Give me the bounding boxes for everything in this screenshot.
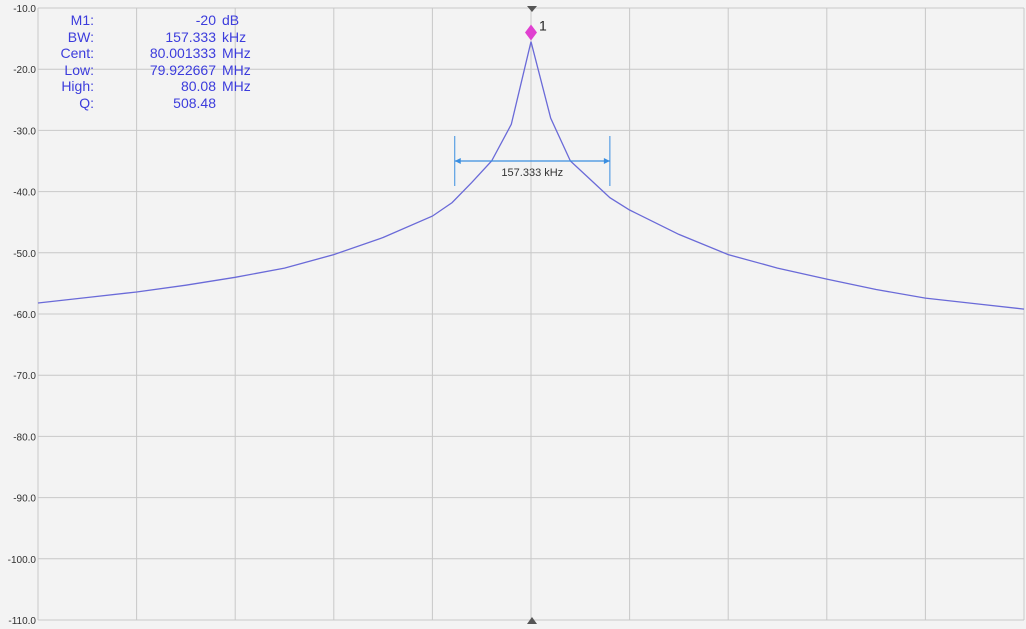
marker-1[interactable]: 1 bbox=[525, 17, 547, 41]
readout-value: 80.001333 bbox=[149, 45, 216, 61]
readout-key: M1: bbox=[70, 12, 94, 28]
readout-value: -20 bbox=[195, 12, 216, 28]
readout-unit: MHz bbox=[222, 78, 251, 94]
marker-readout-panel: M1: -20 dB BW: 157.333 kHz Cent: 80.0013… bbox=[48, 12, 251, 111]
y-tick-label: -50.0 bbox=[13, 249, 36, 260]
readout-unit: dB bbox=[222, 12, 240, 28]
marker-diamond[interactable] bbox=[525, 24, 537, 41]
marker-label: 1 bbox=[539, 17, 547, 33]
readout-row-q: Q: 508.48 bbox=[48, 95, 251, 112]
y-tick-label: -20.0 bbox=[13, 65, 36, 76]
readout-row-low: Low: 79.922667 MHz bbox=[48, 61, 251, 79]
readout-row-high: High: 80.08 MHz bbox=[48, 78, 251, 95]
bandwidth-arrow-right bbox=[603, 158, 610, 164]
y-tick-label: -90.0 bbox=[13, 494, 36, 505]
readout-value: 508.48 bbox=[173, 94, 216, 111]
readout-key: Q: bbox=[79, 94, 94, 111]
readout-unit: MHz bbox=[222, 61, 251, 78]
spectrum-trace bbox=[37, 41, 1025, 310]
top-triangle-marker[interactable] bbox=[527, 6, 537, 12]
y-axis-ticks: -10.0 -20.0 -30.0 -40.0 -50.0 -60.0 -70.0 -80.0… bbox=[8, 4, 37, 627]
readout-value: 157.333 bbox=[165, 28, 216, 45]
readout-value: 79.922667 bbox=[149, 61, 216, 78]
readout-row-cent: Cent: 80.001333 MHz bbox=[48, 45, 251, 62]
readout-row-m1: M1: -20 dB bbox=[48, 12, 251, 29]
readout-key: High: bbox=[61, 78, 94, 94]
y-tick-label: -60.0 bbox=[13, 310, 36, 321]
y-tick-label: -80.0 bbox=[13, 432, 36, 443]
readout-key: Low: bbox=[64, 61, 94, 78]
y-tick-label: -30.0 bbox=[13, 126, 36, 137]
y-tick-label: -100.0 bbox=[8, 555, 37, 566]
bandwidth-arrow-left bbox=[454, 158, 461, 164]
readout-unit: MHz bbox=[222, 45, 251, 61]
bandwidth-label: 157.333 kHz bbox=[501, 167, 563, 179]
readout-row-bw: BW: 157.333 kHz bbox=[48, 29, 251, 46]
bandwidth-indicator: 157.333 kHz bbox=[454, 136, 611, 186]
readout-key: BW: bbox=[67, 28, 94, 45]
y-tick-label: -10.0 bbox=[13, 4, 36, 15]
y-tick-label: -40.0 bbox=[13, 188, 36, 199]
y-tick-label: -110.0 bbox=[8, 616, 36, 627]
y-tick-label: -70.0 bbox=[13, 371, 36, 382]
readout-unit: kHz bbox=[222, 28, 247, 45]
readout-value: 80.08 bbox=[180, 78, 216, 94]
readout-key: Cent: bbox=[60, 45, 94, 61]
readout-unit bbox=[216, 95, 222, 112]
bottom-triangle-marker[interactable] bbox=[527, 617, 537, 624]
